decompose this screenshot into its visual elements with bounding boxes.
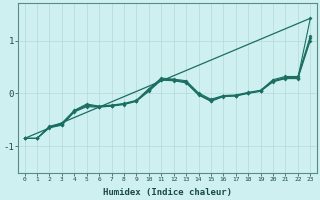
X-axis label: Humidex (Indice chaleur): Humidex (Indice chaleur) [103,188,232,197]
